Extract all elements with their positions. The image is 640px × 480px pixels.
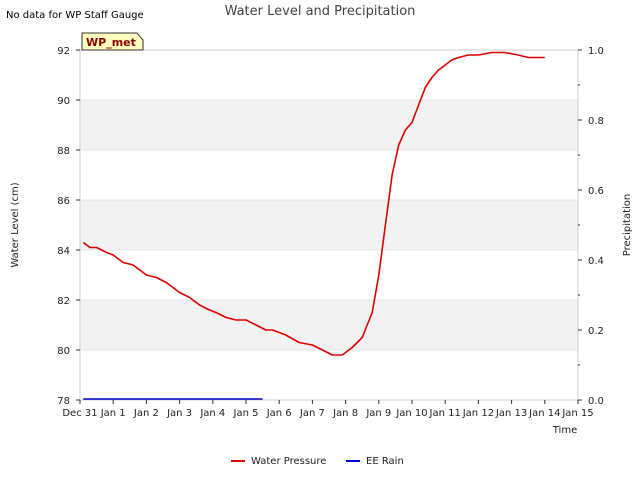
legend-rain-label: EE Rain — [366, 456, 404, 467]
x-axis-title: Time — [552, 425, 577, 436]
x-tick-label: Jan 7 — [299, 408, 325, 419]
y-tick-label: 86 — [57, 196, 70, 207]
grid-band — [80, 200, 578, 250]
y-tick-label: 84 — [57, 246, 70, 257]
y2-tick-label: 0.4 — [588, 256, 604, 267]
series-layer — [82, 51, 545, 400]
grid-band — [80, 100, 578, 150]
y-tick-label: 82 — [57, 296, 70, 307]
x-tick-label: Jan 14 — [528, 408, 560, 419]
y2-tick-label: 1.0 — [588, 46, 604, 57]
x-tick-label: Jan 11 — [429, 408, 461, 419]
grid-bands — [80, 49, 578, 401]
water-pressure-line — [82, 51, 545, 356]
x-tick-label: Jan 6 — [266, 408, 292, 419]
grid-band — [80, 300, 578, 350]
x-tick-label: Jan 4 — [199, 408, 225, 419]
x-tick-label: Jan 15 — [561, 408, 593, 419]
x-tick-label: Jan 9 — [365, 408, 391, 419]
y-tick-label: 88 — [57, 146, 70, 157]
x-tick-label: Dec 31 — [62, 408, 97, 419]
y-axis-left: 78 80 82 84 86 88 90 92 — [57, 46, 80, 407]
x-tick-label: Jan 13 — [495, 408, 527, 419]
y2-tick-label: 0.0 — [588, 396, 604, 407]
y2-tick-label: 0.8 — [588, 116, 604, 127]
chart-title: Water Level and Precipitation — [225, 4, 416, 19]
y-axis-right: 0.0 0.2 0.4 0.6 0.8 1.0 — [578, 46, 604, 407]
x-tick-label: Jan 3 — [166, 408, 192, 419]
x-tick-label: Jan 5 — [233, 408, 259, 419]
station-label: WP_met — [86, 36, 136, 49]
legend: Water Pressure EE Rain — [231, 456, 404, 467]
y-tick-label: 78 — [57, 396, 70, 407]
y-tick-label: 90 — [57, 96, 70, 107]
y2-axis-title: Precipitation — [622, 194, 633, 257]
x-tick-label: Jan 8 — [332, 408, 358, 419]
station-badge: WP_met — [81, 32, 144, 51]
y-tick-label: 80 — [57, 346, 70, 357]
x-tick-label: Jan 10 — [395, 408, 427, 419]
x-tick-label: Jan 12 — [462, 408, 494, 419]
no-data-note: No data for WP Staff Gauge — [6, 10, 144, 21]
y-tick-label: 92 — [57, 46, 70, 57]
x-axis: Dec 31 Jan 1 Jan 2 Jan 3 Jan 4 Jan 5 Jan 6 Jan … — [62, 400, 594, 419]
y-axis-title: Water Level (cm) — [10, 182, 21, 267]
legend-water-label: Water Pressure — [251, 456, 326, 467]
x-tick-label: Jan 1 — [100, 408, 126, 419]
x-tick-label: Jan 2 — [133, 408, 159, 419]
y2-tick-label: 0.2 — [588, 326, 604, 337]
y2-tick-label: 0.6 — [588, 186, 604, 197]
